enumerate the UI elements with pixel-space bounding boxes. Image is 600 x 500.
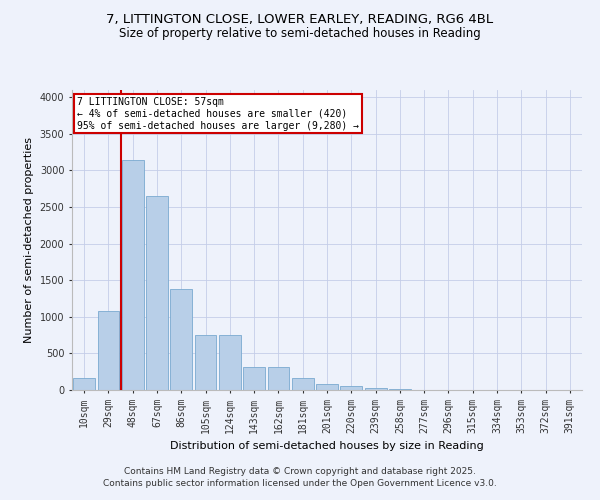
Text: 7, LITTINGTON CLOSE, LOWER EARLEY, READING, RG6 4BL: 7, LITTINGTON CLOSE, LOWER EARLEY, READI… bbox=[106, 12, 494, 26]
Y-axis label: Number of semi-detached properties: Number of semi-detached properties bbox=[24, 137, 34, 343]
Bar bbox=[219, 335, 241, 390]
Text: 7 LITTINGTON CLOSE: 57sqm
← 4% of semi-detached houses are smaller (420)
95% of : 7 LITTINGTON CLOSE: 57sqm ← 4% of semi-d… bbox=[77, 98, 359, 130]
Bar bbox=[170, 289, 192, 390]
Bar bbox=[122, 160, 143, 390]
Bar bbox=[365, 388, 386, 390]
Text: Contains HM Land Registry data © Crown copyright and database right 2025.
Contai: Contains HM Land Registry data © Crown c… bbox=[103, 466, 497, 487]
Bar bbox=[243, 368, 265, 390]
Bar bbox=[73, 378, 95, 390]
Bar bbox=[340, 386, 362, 390]
Bar bbox=[389, 389, 411, 390]
Bar bbox=[292, 378, 314, 390]
Bar bbox=[316, 384, 338, 390]
Text: Size of property relative to semi-detached houses in Reading: Size of property relative to semi-detach… bbox=[119, 28, 481, 40]
X-axis label: Distribution of semi-detached houses by size in Reading: Distribution of semi-detached houses by … bbox=[170, 441, 484, 451]
Bar bbox=[146, 196, 168, 390]
Bar bbox=[97, 311, 119, 390]
Bar bbox=[268, 368, 289, 390]
Bar bbox=[194, 335, 217, 390]
